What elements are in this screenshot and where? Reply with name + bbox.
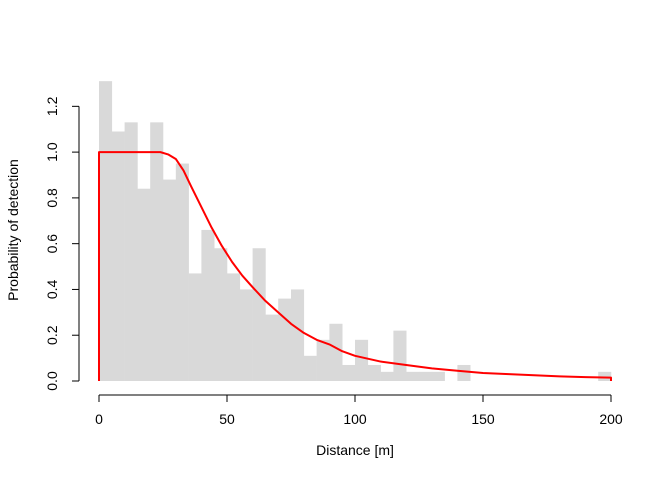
y-tick-label: 0.4 bbox=[44, 279, 60, 299]
histogram-bar-10 bbox=[227, 273, 241, 381]
y-tick-label: 1.2 bbox=[44, 96, 60, 116]
y-tick-label: 0.2 bbox=[44, 325, 60, 345]
y-tick-label: 0.0 bbox=[44, 371, 60, 391]
histogram-bar-27 bbox=[457, 364, 471, 381]
histogram-bar-2 bbox=[124, 122, 138, 382]
histogram-bar-19 bbox=[342, 364, 356, 381]
x-tick-label: 200 bbox=[599, 411, 623, 427]
histogram-bar-13 bbox=[265, 314, 279, 381]
x-axis-label: Distance [m] bbox=[316, 442, 394, 458]
histogram-bar-24 bbox=[406, 371, 420, 381]
histogram-bar-12 bbox=[252, 248, 266, 381]
histogram-bar-26 bbox=[431, 371, 445, 381]
histogram-bars bbox=[99, 81, 612, 382]
y-tick-label: 0.6 bbox=[44, 234, 60, 254]
histogram-bar-0 bbox=[99, 81, 113, 381]
histogram-bar-11 bbox=[239, 289, 253, 381]
histogram-bar-9 bbox=[214, 248, 228, 381]
histogram-bar-3 bbox=[137, 188, 151, 381]
histogram-bar-21 bbox=[367, 364, 381, 381]
histogram-bar-1 bbox=[111, 131, 125, 381]
histogram-bar-28 bbox=[598, 371, 612, 381]
y-tick-label: 1.0 bbox=[44, 142, 60, 162]
y-tick-label: 0.8 bbox=[44, 188, 60, 208]
histogram-bar-6 bbox=[175, 163, 189, 381]
y-axis: 0.0 0.2 0.4 0.6 0.8 1.0 1.2 bbox=[44, 96, 80, 391]
histogram-bar-5 bbox=[163, 179, 177, 381]
histogram-bar-23 bbox=[393, 330, 407, 381]
histogram-bar-17 bbox=[316, 339, 330, 381]
y-axis-label: Probability of detection bbox=[5, 159, 21, 301]
histogram-bar-7 bbox=[188, 273, 202, 381]
histogram-bar-20 bbox=[355, 339, 369, 381]
histogram-bar-25 bbox=[419, 371, 433, 381]
histogram-bar-15 bbox=[291, 289, 305, 381]
x-tick-label: 0 bbox=[95, 411, 103, 427]
histogram-bar-16 bbox=[303, 355, 317, 381]
histogram-bar-14 bbox=[278, 298, 292, 381]
x-axis: 0 50 100 150 200 bbox=[95, 394, 623, 427]
histogram-bar-22 bbox=[380, 371, 394, 381]
detection-curve-layer bbox=[98, 151, 612, 381]
histogram-bar-4 bbox=[150, 122, 164, 382]
x-tick-label: 150 bbox=[471, 411, 495, 427]
x-tick-label: 100 bbox=[343, 411, 367, 427]
detection-function-line bbox=[98, 151, 612, 381]
histogram-bar-18 bbox=[329, 323, 343, 381]
histogram-bar-8 bbox=[201, 229, 215, 381]
x-tick-label: 50 bbox=[219, 411, 235, 427]
